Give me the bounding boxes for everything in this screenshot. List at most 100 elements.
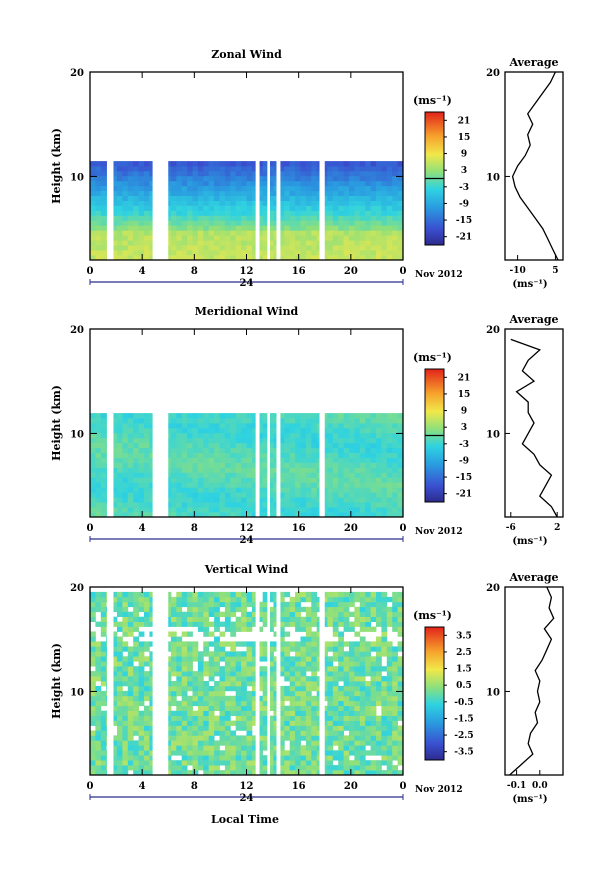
heatmap-cell — [278, 235, 285, 241]
heatmap-cell — [181, 700, 188, 707]
heatmap-cell — [133, 700, 139, 707]
heatmap-cell — [219, 507, 226, 513]
heatmap-cell — [359, 161, 366, 167]
heatmap-cell — [332, 676, 339, 682]
heatmap-cell — [176, 760, 183, 766]
heatmap-cell — [127, 423, 134, 429]
heatmap-cell — [117, 730, 123, 736]
heatmap-cell — [170, 447, 177, 453]
heatmap-cell — [359, 220, 366, 226]
heatmap-cell — [165, 166, 172, 172]
heatmap-cell — [144, 755, 150, 761]
heatmap-cell — [144, 255, 150, 261]
heatmap-cell — [90, 205, 96, 211]
heatmap-cell — [268, 770, 274, 776]
heatmap-cell — [241, 200, 247, 206]
heatmap-cell — [386, 651, 393, 657]
heatmap-cell — [214, 770, 220, 776]
heatmap-cell — [354, 740, 361, 746]
heatmap-cell — [197, 502, 204, 508]
heatmap-cell — [197, 671, 204, 677]
heatmap-cell — [230, 671, 237, 677]
heatmap-cell — [332, 477, 339, 483]
heatmap-cell — [322, 487, 328, 493]
heatmap-cell — [181, 457, 188, 463]
heatmap-cell — [392, 710, 398, 716]
heatmap-cell — [376, 240, 382, 246]
heatmap-cell — [90, 676, 96, 682]
heatmap-cell — [197, 166, 204, 172]
heatmap-cell — [246, 457, 253, 463]
heatmap-cell — [268, 205, 274, 211]
heatmap-cell — [176, 502, 183, 508]
heatmap-cell — [246, 195, 253, 201]
heatmap-cell — [117, 676, 123, 682]
heatmap-cell — [133, 705, 139, 711]
heatmap-cell — [289, 413, 296, 419]
heatmap-cell — [327, 770, 334, 776]
heatmap-cell — [397, 750, 404, 756]
heatmap-cell — [322, 646, 328, 652]
heatmap-cell — [122, 765, 129, 771]
heatmap-cell — [365, 730, 371, 736]
heatmap-cell — [332, 190, 339, 196]
heatmap-cell — [343, 467, 350, 473]
heatmap-cell — [170, 166, 177, 172]
heatmap-cell — [117, 596, 123, 603]
heatmap-cell — [224, 418, 231, 424]
heatmap-cell — [322, 755, 328, 761]
heatmap-cell — [311, 423, 318, 429]
data-gap — [276, 587, 281, 775]
heatmap-cell — [127, 601, 134, 608]
heatmap-cell — [149, 472, 156, 478]
heatmap-cell — [343, 215, 350, 221]
heatmap-cell — [219, 631, 226, 637]
heatmap-cell — [305, 413, 312, 419]
heatmap-cell — [170, 725, 177, 731]
heatmap-cell — [268, 413, 274, 419]
heatmap-cell — [100, 626, 107, 632]
heatmap-cell — [224, 730, 231, 736]
heatmap-cell — [295, 507, 301, 513]
heatmap-cell — [386, 710, 393, 716]
heatmap-cell — [343, 661, 350, 667]
heatmap-cell — [181, 472, 188, 478]
heatmap-cell — [273, 457, 280, 463]
heatmap-cell — [397, 467, 404, 473]
heatmap-cell — [176, 225, 183, 231]
heatmap-cell — [278, 710, 285, 716]
heatmap-cell — [338, 616, 344, 622]
heatmap-cell — [90, 671, 96, 677]
heatmap-cell — [381, 467, 388, 473]
heatmap-cell — [208, 185, 215, 192]
heatmap-cell — [311, 225, 318, 231]
heatmap-cell — [322, 215, 328, 221]
heatmap-cell — [176, 651, 183, 657]
heatmap-cell — [278, 606, 285, 613]
heatmap-cell — [111, 512, 118, 518]
heatmap-cell — [117, 695, 123, 702]
heatmap-cell — [203, 205, 210, 211]
heatmap-cell — [246, 432, 253, 439]
heatmap-cell — [117, 170, 123, 177]
heatmap-cell — [359, 427, 366, 434]
heatmap-cell — [327, 447, 334, 453]
heatmap-cell — [241, 205, 247, 211]
heatmap-cell — [165, 725, 172, 731]
heatmap-cell — [381, 427, 388, 434]
heatmap-cell — [203, 427, 210, 434]
heatmap-cell — [235, 502, 242, 508]
heatmap-cell — [219, 497, 226, 503]
heatmap-cell — [392, 715, 398, 721]
heatmap-cell — [235, 497, 242, 503]
data-gap — [267, 72, 270, 260]
heatmap-cell — [392, 690, 398, 697]
heatmap-cell — [289, 671, 296, 677]
heatmap-cell — [224, 215, 231, 221]
heatmap-cell — [359, 755, 366, 761]
heatmap-cell — [219, 447, 226, 453]
heatmap-cell — [359, 235, 366, 241]
heatmap-cell — [257, 200, 264, 206]
heatmap-cell — [268, 170, 274, 177]
heatmap-cell — [278, 423, 285, 429]
